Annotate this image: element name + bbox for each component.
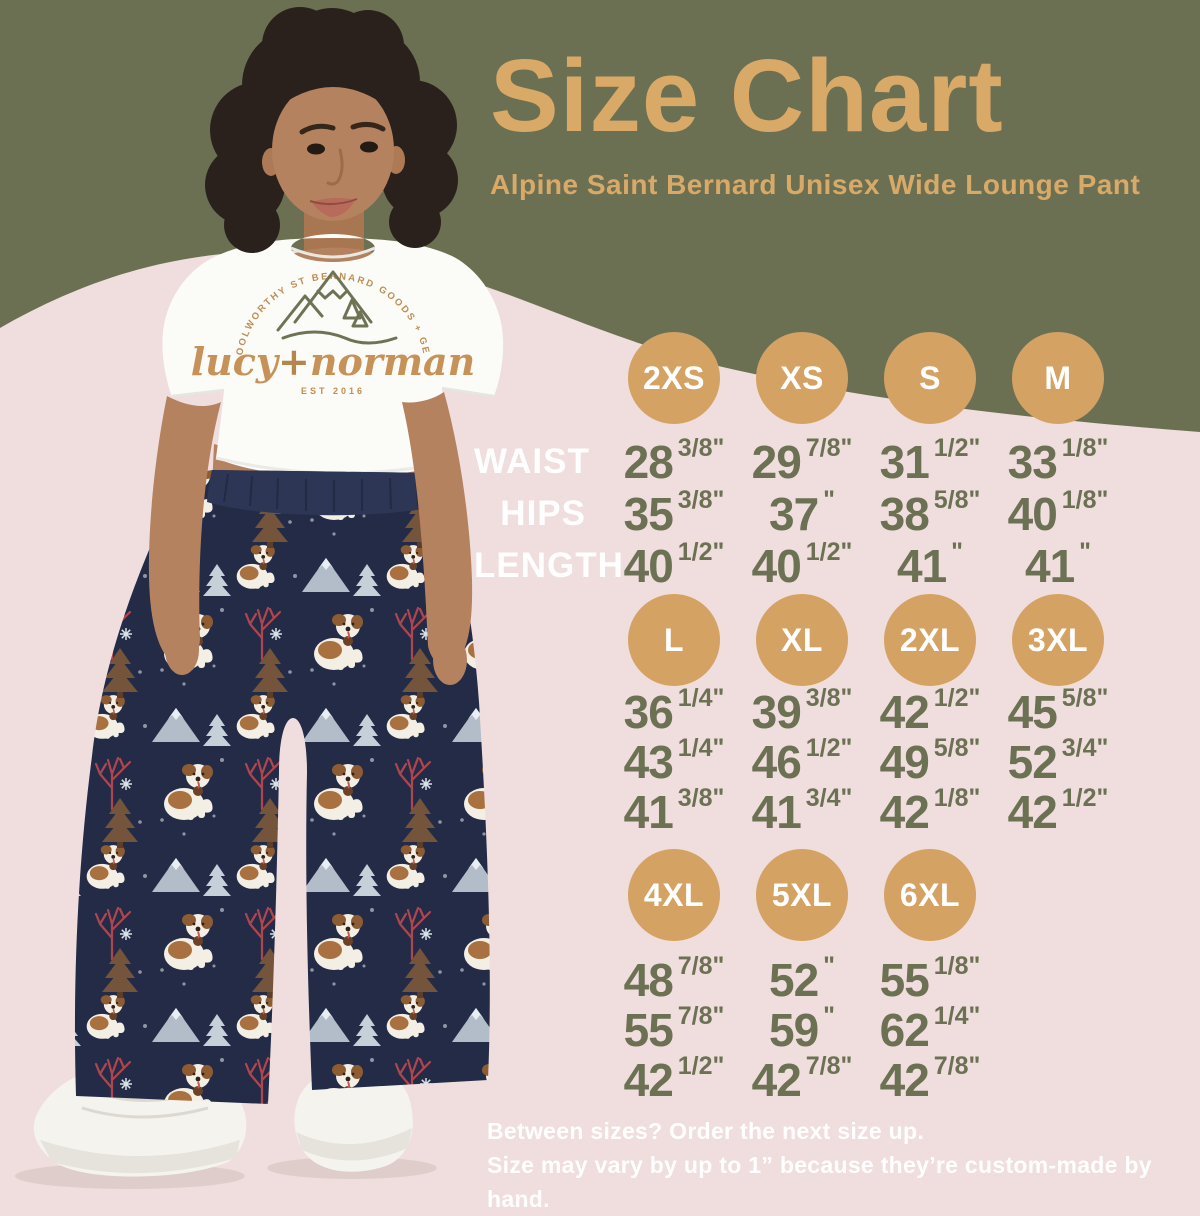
measurement-value: 46 1/2" [751,733,853,789]
measurement-value: 38 5/8" [879,485,981,541]
measurement-value: 55 7/8" [623,1001,725,1057]
arms [148,392,473,685]
measurement-value: 59 " [768,1001,836,1057]
hips-row-2: 43 1/4" 46 1/2" 49 5/8" 52 3/4" [474,733,1200,789]
measurement-value: 39 3/8" [751,683,853,739]
brand-script: lucy+norman [191,339,476,384]
collar [290,246,376,259]
length-row-1: LENGTH 40 1/2" 40 1/2" 41 " 41 " [474,537,1200,593]
product-subtitle: Alpine Saint Bernard Unisex Wide Lounge … [490,169,1141,200]
size-badge-label: S [919,359,941,396]
hips-row-3: 55 7/8" 59 " 62 1/4" [474,1001,1200,1057]
waist-row-2: 36 1/4" 39 3/8" 42 1/2" 45 5/8" [474,683,1200,739]
measurement-value: 42 1/2" [879,683,981,739]
size-badges-row-1: 2XS XS S M [474,332,1200,424]
measurement-value: 41 " [896,537,964,593]
measurement-value: 42 1/2" [1007,783,1109,839]
hips-row-1: HIPS 35 3/8" 37 " 38 5/8" 40 1/8" [474,485,1200,541]
size-badge-2xs: 2XS [628,332,720,424]
row-label-waist: WAIST [474,442,590,481]
measurement-value: 55 1/8" [879,951,981,1007]
size-badge-label: XS [780,359,824,396]
row-label-hips: HIPS [500,494,586,533]
size-badge-5xl: 5XL [756,849,848,941]
size-badge-xl: XL [756,594,848,686]
size-badge-label: 6XL [899,876,961,913]
size-badge-label: M [1044,359,1072,396]
measurement-value: 45 5/8" [1007,683,1109,739]
measurement-value: 42 7/8" [879,1051,981,1107]
size-badge-m: M [1012,332,1104,424]
measurement-value: 42 7/8" [751,1051,853,1107]
length-row-2: 41 3/8" 41 3/4" 42 1/8" 42 1/2" [474,783,1200,839]
size-badge-label: 4XL [643,876,705,913]
page-title: Size Chart [490,38,1004,153]
size-badge-label: XL [781,621,823,658]
size-badge-s: S [884,332,976,424]
sizing-note-line2: Size may vary by up to 1” because they’r… [487,1152,1152,1212]
model-photo: DROOLWORTHY ST BERNARD GOODS + GEAR lucy… [0,0,504,1189]
right-arm [148,396,221,666]
measurement-value: 52 3/4" [1007,733,1109,789]
length-row-3: 42 1/2" 42 7/8" 42 7/8" [474,1051,1200,1107]
head [205,7,458,253]
face [272,79,394,221]
size-badges-row-2: L XL 2XL 3XL [474,594,1200,686]
measurement-value: 43 1/4" [623,733,725,789]
size-badge-label: 2XS [643,359,705,396]
measurement-value: 28 3/8" [623,433,725,489]
right-hand [165,625,199,675]
header: Size Chart Alpine Saint Bernard Unisex W… [490,44,1140,201]
size-badge-2xl: 2XL [884,594,976,686]
size-badges-row-3: 4XL 5XL 6XL [474,849,1200,941]
waistband [207,470,444,516]
logo-est-text: EST 2016 [301,386,365,396]
measurement-value: 31 1/2" [879,433,981,489]
waist-row-1: WAIST 28 3/8" 29 7/8" 31 1/2" 33 1/8" [474,433,1200,489]
face-features [299,121,386,217]
mountain-logo-icon [276,270,398,345]
measurement-value: 40 1/2" [623,537,725,593]
measurement-value: 35 3/8" [623,485,725,541]
measurement-value: 29 7/8" [751,433,853,489]
sizing-note-line1: Between sizes? Order the next size up. [487,1118,925,1144]
measurement-value: 36 1/4" [623,683,725,739]
waist-row-3: 48 7/8" 52 " 55 1/8" [474,951,1200,1007]
measurement-value: 41 " [1024,537,1092,593]
size-badge-label: 5XL [771,876,833,913]
size-badge-4xl: 4XL [628,849,720,941]
left-hand [433,635,467,685]
measurement-value: 40 1/2" [751,537,853,593]
measurement-value: 40 1/8" [1007,485,1109,541]
hairline [272,67,394,112]
measurement-value: 42 1/2" [623,1051,725,1107]
size-badge-label: 2XL [899,621,961,658]
measurement-value: 37 " [768,485,836,541]
measurement-value: 62 1/4" [879,1001,981,1057]
measurement-value: 41 3/8" [623,783,725,839]
size-badge-3xl: 3XL [1012,594,1104,686]
measurement-value: 52 " [768,951,836,1007]
measurement-value: 41 3/4" [751,783,853,839]
measurement-value: 48 7/8" [623,951,725,1007]
size-badge-6xl: 6XL [884,849,976,941]
left-arm [402,392,473,666]
measurement-value: 33 1/8" [1007,433,1109,489]
size-badge-l: L [628,594,720,686]
row-label-length: LENGTH [474,546,624,585]
size-badge-label: L [663,621,685,658]
size-badge-xs: XS [756,332,848,424]
size-badge-label: 3XL [1027,621,1089,658]
measurement-value: 49 5/8" [879,733,981,789]
measurement-value: 42 1/8" [879,783,981,839]
sizing-note: Between sizes? Order the next size up. S… [487,1114,1200,1216]
